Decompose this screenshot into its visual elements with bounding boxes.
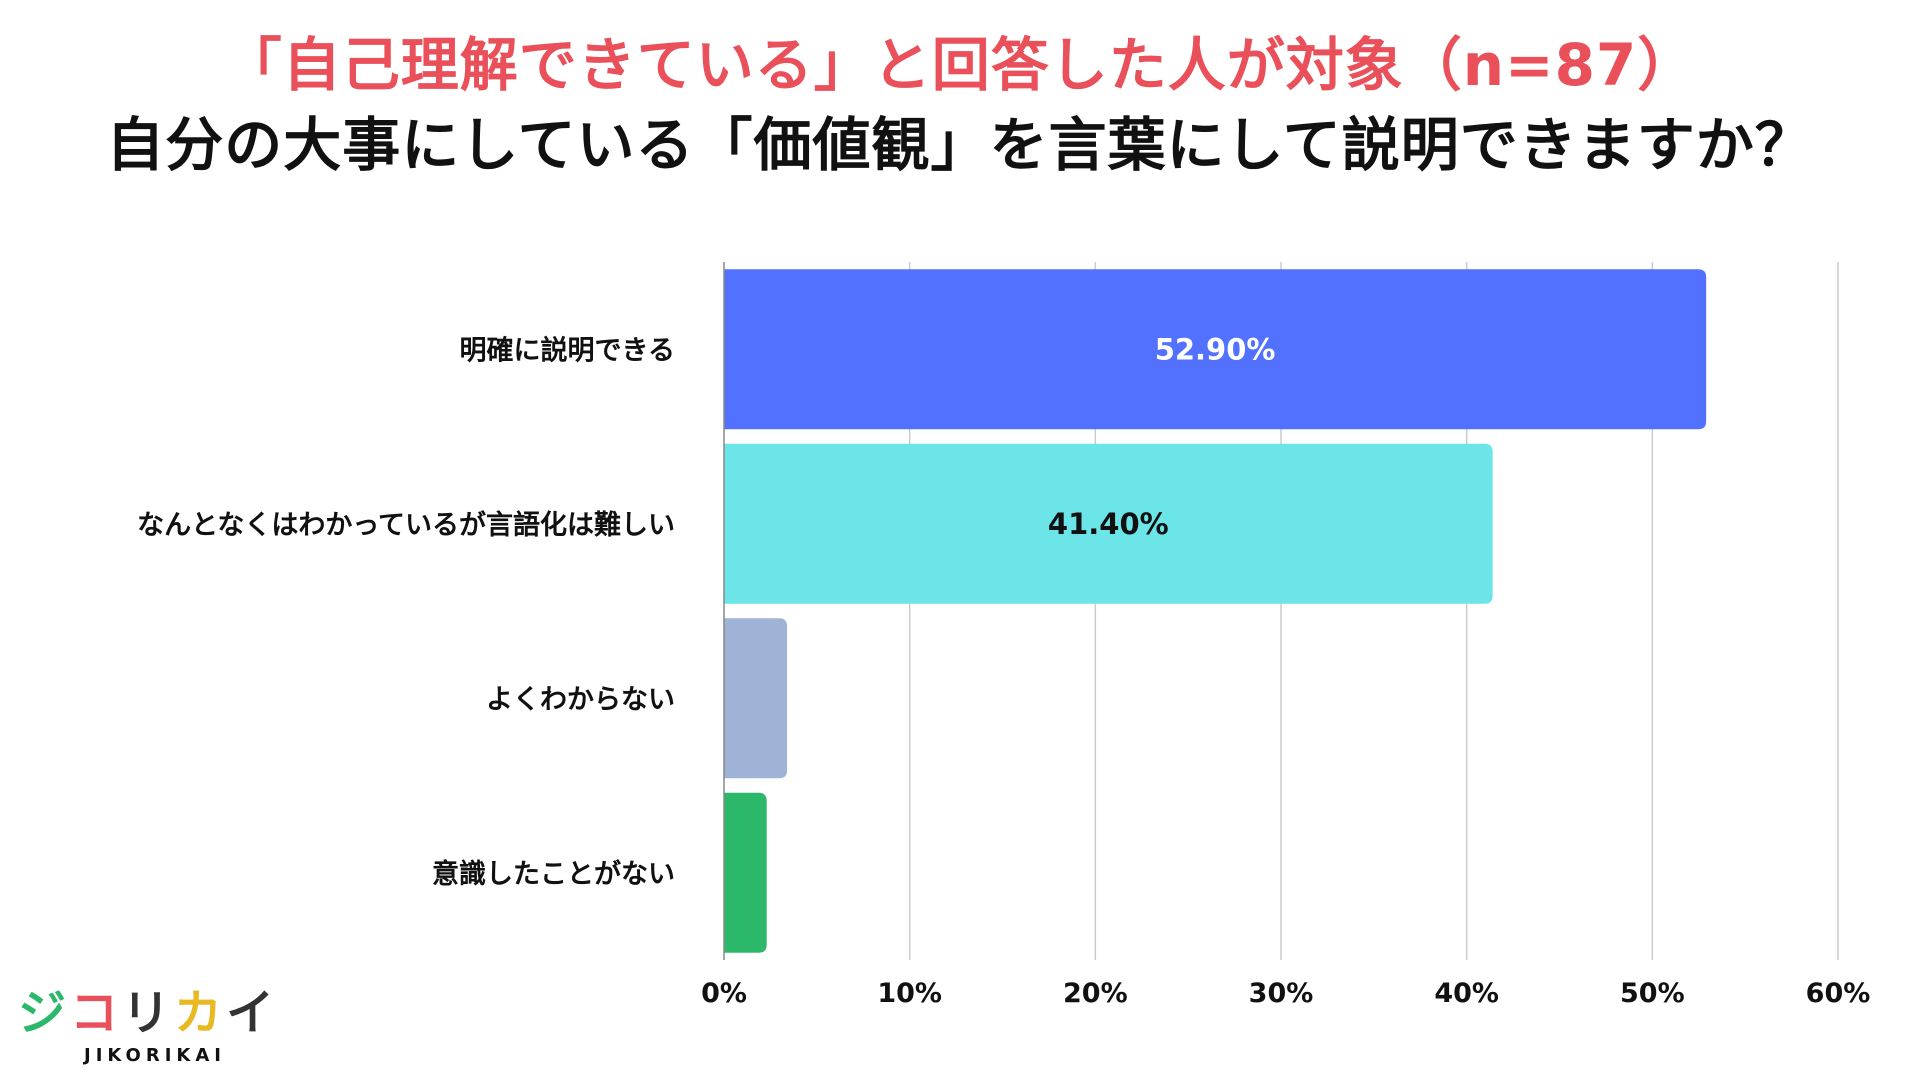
bar-value-label: 52.90% [1155, 332, 1276, 366]
logo-wordmark: ジコリカイ [18, 985, 278, 1041]
x-tick-label: 50% [1620, 978, 1685, 1009]
category-label: よくわからない [486, 684, 675, 715]
x-tick-label: 30% [1249, 978, 1314, 1009]
chart-title: 「自己理解できている」と回答した人が対象（n=87） 自分の大事にしている「価値… [0, 28, 1920, 188]
x-tick-label: 40% [1434, 978, 1499, 1009]
logo-char: コ [70, 985, 123, 1041]
bar [724, 443, 1493, 604]
logo-subtitle: JIKORIKAI [84, 1045, 226, 1066]
x-tick-label: 0% [701, 978, 747, 1009]
x-tick-label: 20% [1063, 978, 1128, 1009]
logo-char: イ [226, 985, 279, 1041]
logo-char: ジ [18, 985, 71, 1041]
bar [724, 792, 767, 953]
chart-title-line2: 自分の大事にしている「価値観」を言葉にして説明できますか？ [106, 111, 1814, 179]
bar [724, 618, 788, 779]
bar [724, 269, 1707, 430]
category-label: なんとなくはわかっているが言語化は難しい [137, 509, 675, 541]
x-tick-label: 60% [1806, 978, 1871, 1009]
jikorikai-logo: ジコリカイ JIKORIKAI [18, 985, 298, 1075]
category-label: 明確に説明できる [460, 334, 675, 366]
chart-title-line1: 「自己理解できている」と回答した人が対象（n=87） [223, 31, 1697, 99]
bar-value-label: 41.40% [1048, 507, 1169, 541]
x-tick-label: 10% [877, 978, 942, 1009]
category-label: 意識したことがない [432, 858, 675, 890]
logo-char: カ [174, 985, 227, 1041]
logo-char: リ [122, 985, 175, 1041]
